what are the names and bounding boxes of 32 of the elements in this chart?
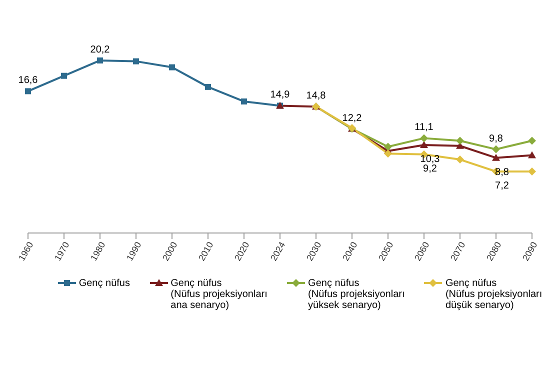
point bbox=[241, 98, 247, 104]
data-label: 10,3 bbox=[420, 154, 440, 166]
point bbox=[528, 168, 536, 176]
data-label: 14,9 bbox=[270, 90, 290, 101]
point bbox=[61, 72, 67, 79]
point bbox=[492, 145, 500, 154]
point bbox=[169, 64, 175, 70]
point bbox=[97, 57, 103, 64]
data-label: 7,2 bbox=[495, 180, 510, 192]
point bbox=[456, 136, 464, 145]
point bbox=[528, 151, 536, 158]
data-label: 9,2 bbox=[423, 163, 438, 174]
point bbox=[205, 84, 211, 90]
legend-label: Genç nüfus (Nüfus projeksiyonları ana senaryo) bbox=[170, 278, 268, 311]
data-label: 12,2 bbox=[342, 112, 362, 124]
legend-label: Genç nüfus bbox=[78, 278, 130, 289]
data-label: 20,2 bbox=[90, 44, 110, 56]
point bbox=[456, 156, 464, 164]
point bbox=[384, 142, 392, 151]
legend-label: Genç nüfus (Nüfus projeksiyonları düşük senaryo) bbox=[445, 278, 542, 311]
point bbox=[420, 141, 428, 148]
point bbox=[528, 136, 536, 145]
point bbox=[492, 154, 500, 161]
point bbox=[25, 88, 31, 94]
point bbox=[420, 134, 428, 142]
point bbox=[384, 150, 392, 158]
data-label: 9,8 bbox=[489, 133, 504, 144]
legend-label: Genç nüfus (Nüfus projeksiyonları yüksek senaryo) bbox=[308, 278, 405, 311]
data-label: 16,6 bbox=[18, 75, 38, 86]
point bbox=[133, 58, 139, 64]
data-label: 11,1 bbox=[414, 122, 434, 134]
data-label: 14,8 bbox=[306, 90, 326, 102]
